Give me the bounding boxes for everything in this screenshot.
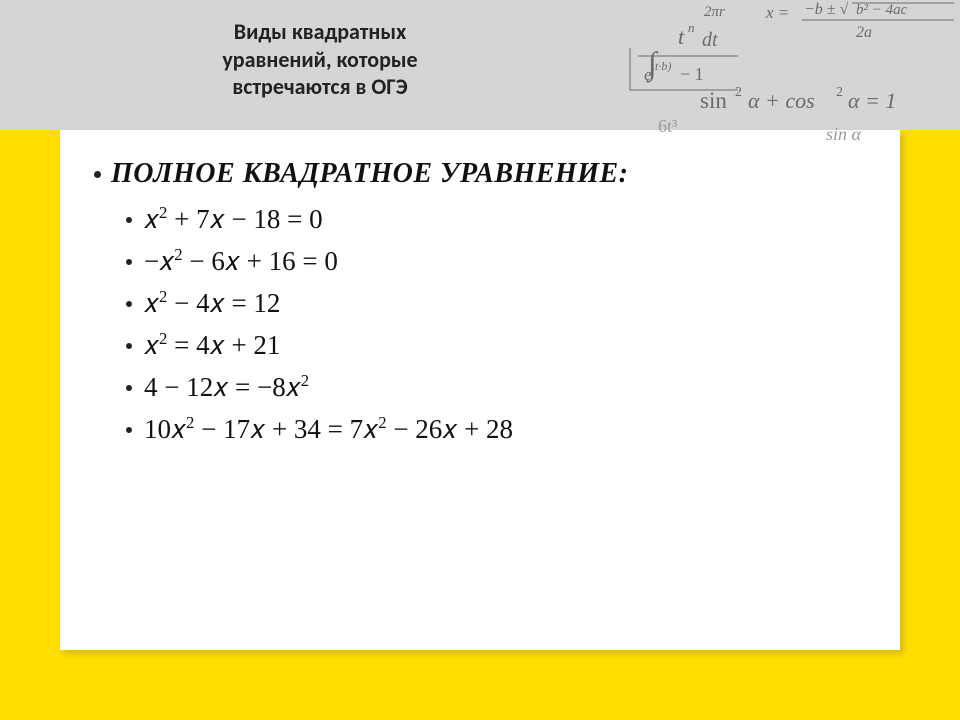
equation-text: 𝑥2 = 4𝑥 + 21 xyxy=(144,330,280,362)
bullet-icon xyxy=(94,171,101,178)
title-line-2: уравнений, которые xyxy=(0,46,640,74)
bullet-icon xyxy=(126,217,132,223)
section-heading: ПОЛНОЕ КВАДРАТНОЕ УРАВНЕНИЕ: xyxy=(90,158,870,190)
equation-item: 10𝑥2 − 17𝑥 + 34 = 7𝑥2 − 26𝑥 + 28 xyxy=(126,414,870,446)
equation-list: 𝑥2 + 7𝑥 − 18 = 0 −𝑥2 − 6𝑥 + 16 = 0 𝑥2 − … xyxy=(126,204,870,446)
slide-title: Виды квадратных уравнений, которые встре… xyxy=(0,18,640,101)
section-heading-text: ПОЛНОЕ КВАДРАТНОЕ УРАВНЕНИЕ: xyxy=(111,158,629,190)
equation-text: 10𝑥2 − 17𝑥 + 34 = 7𝑥2 − 26𝑥 + 28 xyxy=(144,414,513,446)
slide: Виды квадратных уравнений, которые встре… xyxy=(0,0,960,720)
equation-item: 𝑥2 − 4𝑥 = 12 xyxy=(126,288,870,320)
equation-item: −𝑥2 − 6𝑥 + 16 = 0 xyxy=(126,246,870,278)
title-line-1: Виды квадратных xyxy=(0,18,640,46)
bullet-icon xyxy=(126,301,132,307)
equation-text: 𝑥2 − 4𝑥 = 12 xyxy=(144,288,280,320)
bullet-icon xyxy=(126,385,132,391)
content-panel: ПОЛНОЕ КВАДРАТНОЕ УРАВНЕНИЕ: 𝑥2 + 7𝑥 − 1… xyxy=(60,130,900,650)
equation-text: 𝑥2 + 7𝑥 − 18 = 0 xyxy=(144,204,323,236)
equation-text: −𝑥2 − 6𝑥 + 16 = 0 xyxy=(144,246,338,278)
title-line-3: встречаются в ОГЭ xyxy=(0,73,640,101)
equation-item: 𝑥2 + 7𝑥 − 18 = 0 xyxy=(126,204,870,236)
equation-text: 4 − 12𝑥 = −8𝑥2 xyxy=(144,372,309,404)
bullet-icon xyxy=(126,259,132,265)
equation-item: 𝑥2 = 4𝑥 + 21 xyxy=(126,330,870,362)
equation-item: 4 − 12𝑥 = −8𝑥2 xyxy=(126,372,870,404)
bullet-icon xyxy=(126,343,132,349)
bullet-icon xyxy=(126,427,132,433)
